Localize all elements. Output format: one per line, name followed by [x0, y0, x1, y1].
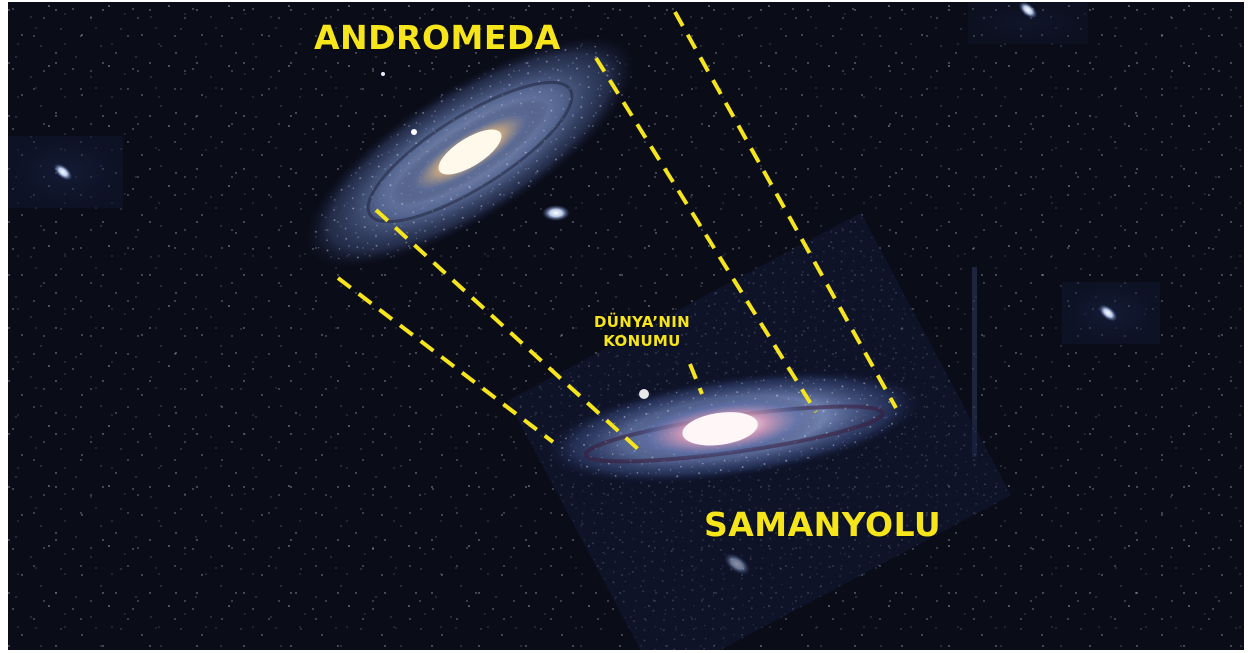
earth-location-line1: DÜNYA’NIN: [594, 313, 690, 331]
space-scene: ANDROMEDA DÜNYA’NIN KONUMU SAMANYOLU: [8, 2, 1244, 650]
earth-location-label: DÜNYA’NIN KONUMU: [594, 313, 690, 351]
galaxy-illustration: [8, 2, 1244, 650]
projection-lines: [336, 11, 898, 451]
earth-location-line2: KONUMU: [603, 332, 681, 350]
milky-way-label: SAMANYOLU: [704, 505, 942, 544]
andromeda-label: ANDROMEDA: [314, 18, 561, 57]
